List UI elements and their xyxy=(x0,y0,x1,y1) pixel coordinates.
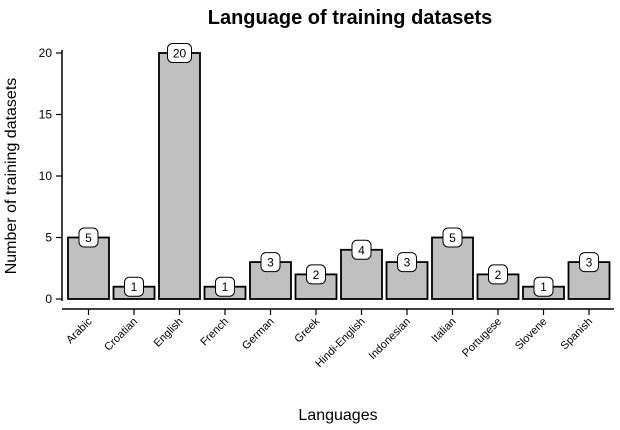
data-label-text: 20 xyxy=(173,47,187,61)
x-tick-label-arabic: Arabic xyxy=(64,315,95,346)
chart-title: Language of training datasets xyxy=(208,7,492,29)
data-label-text: 3 xyxy=(404,256,411,270)
x-tick-label-french: French xyxy=(198,316,231,349)
x-tick-label-portugese: Portugese xyxy=(460,316,504,360)
data-label-box xyxy=(488,264,508,285)
data-label-box xyxy=(306,264,326,285)
data-label-box xyxy=(167,43,192,63)
data-label-text: 3 xyxy=(267,256,274,270)
x-tick-label-greek: Greek xyxy=(292,315,322,345)
data-label-english: 20 xyxy=(167,43,192,63)
x-tick-label-spanish: Spanish xyxy=(559,316,596,353)
data-label-croatian: 1 xyxy=(124,276,144,297)
data-label-box xyxy=(260,252,281,273)
bars-group xyxy=(67,52,611,300)
x-tick-label-slovene: Slovene xyxy=(513,316,550,353)
data-label-text: 1 xyxy=(540,280,547,294)
data-label-box xyxy=(397,252,417,273)
data-label-slovene: 1 xyxy=(533,276,554,297)
y-tick-label: 15 xyxy=(39,108,53,122)
data-label-arabic: 5 xyxy=(78,227,99,248)
data-label-hindi-english: 4 xyxy=(351,239,372,260)
y-tick-label: 10 xyxy=(39,169,53,183)
data-label-text: 3 xyxy=(586,256,593,270)
data-label-text: 5 xyxy=(449,231,456,245)
y-tick-label: 5 xyxy=(45,231,52,245)
data-label-box xyxy=(351,239,372,260)
data-label-italian: 5 xyxy=(442,227,463,248)
data-label-box xyxy=(215,276,235,297)
y-axis: 0 5 10 15 20 xyxy=(39,46,63,306)
x-tick-label-english: English xyxy=(152,316,186,350)
data-label-text: 2 xyxy=(313,268,320,282)
x-axis xyxy=(62,308,614,315)
data-label-greek: 2 xyxy=(306,264,326,285)
data-label-french: 1 xyxy=(215,276,235,297)
category-labels-group: Arabic Croatian English French German GreekHi… xyxy=(64,315,595,370)
x-tick-label-italian: Italian xyxy=(429,316,458,345)
bar-english xyxy=(158,52,201,300)
data-label-text: 1 xyxy=(222,280,229,294)
y-axis-title: Number of training datasets xyxy=(3,78,20,275)
data-label-text: 5 xyxy=(85,231,92,245)
data-label-text: 2 xyxy=(495,268,502,282)
data-label-box xyxy=(442,227,463,248)
data-label-spanish: 3 xyxy=(579,252,599,273)
x-axis-title: Languages xyxy=(298,407,377,424)
y-tick-label: 20 xyxy=(39,46,53,60)
x-tick-label-german: German xyxy=(240,316,277,353)
x-tick-label-croatian: Croatian xyxy=(102,316,140,354)
data-label-german: 3 xyxy=(260,252,281,273)
data-labels-group: 5 1 20 1 3 2 4 3 5 2 1 3 xyxy=(78,43,599,297)
y-tick-label: 0 xyxy=(45,292,52,306)
data-label-portugese: 2 xyxy=(488,264,508,285)
data-label-text: 1 xyxy=(131,280,138,294)
data-label-box xyxy=(579,252,599,273)
data-label-text: 4 xyxy=(358,243,365,257)
x-tick-label-indonesian: Indonesian xyxy=(367,316,414,363)
data-label-box xyxy=(124,276,144,297)
data-label-indonesian: 3 xyxy=(397,252,417,273)
data-label-box xyxy=(78,227,99,248)
data-label-box xyxy=(533,276,554,297)
